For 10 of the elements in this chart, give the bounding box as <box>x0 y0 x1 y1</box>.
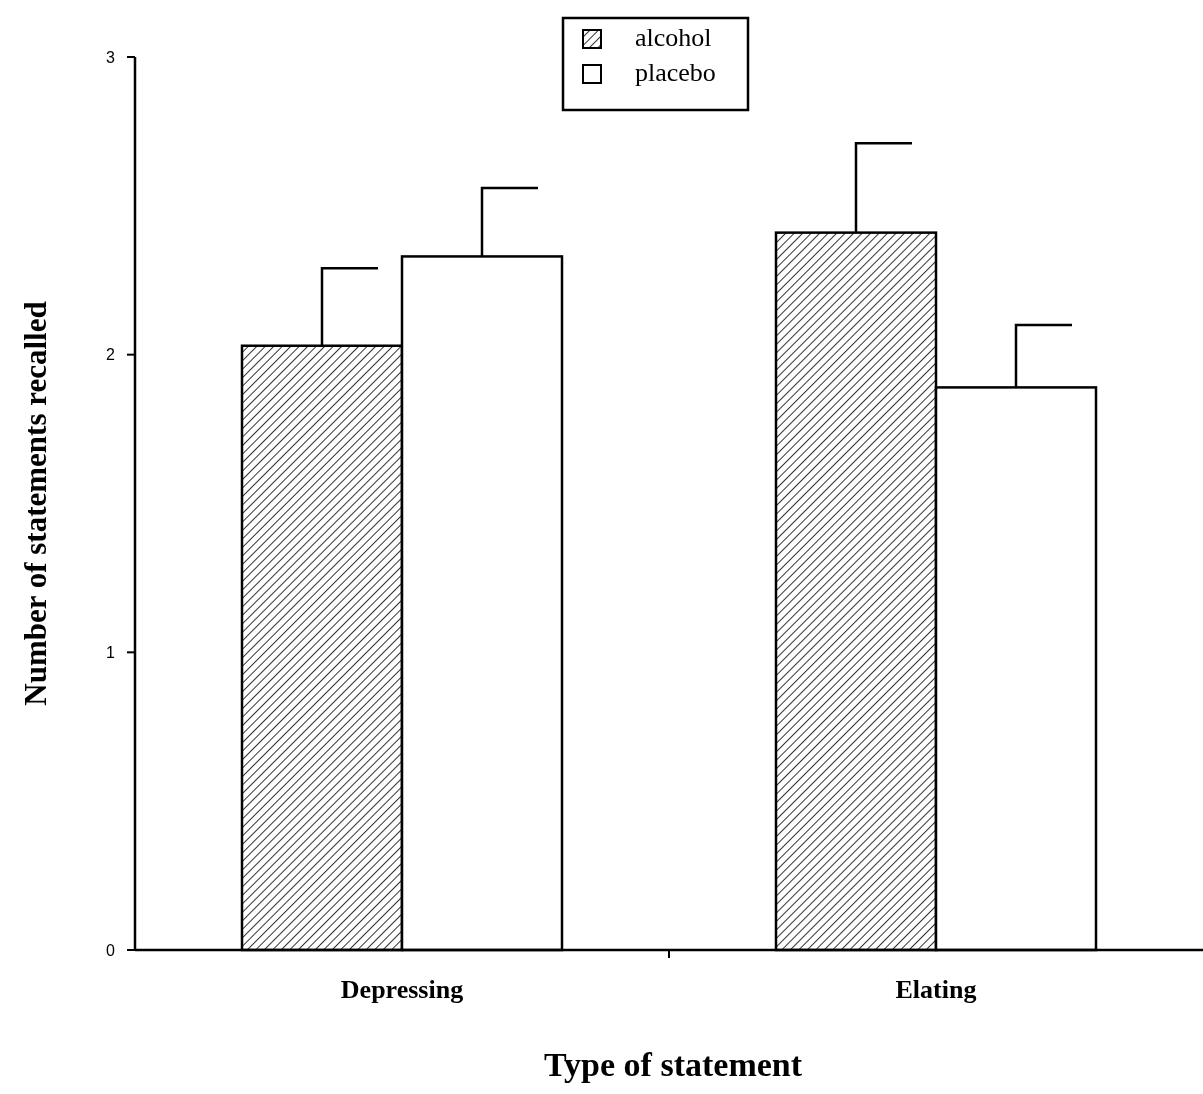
legend-label: placebo <box>635 58 716 87</box>
y-tick-label: 3 <box>106 48 116 66</box>
y-tick-label: 1 <box>106 643 116 661</box>
x-tick-label: Elating <box>895 975 977 1004</box>
legend-label: alcohol <box>635 23 712 52</box>
x-axis-title: Type of statement <box>543 1046 803 1083</box>
x-tick-label: Depressing <box>340 975 464 1004</box>
y-tick-label: 2 <box>106 346 116 364</box>
y-tick-label: 0 <box>106 941 116 959</box>
y-axis-title: Number of statements recalled <box>18 301 53 706</box>
